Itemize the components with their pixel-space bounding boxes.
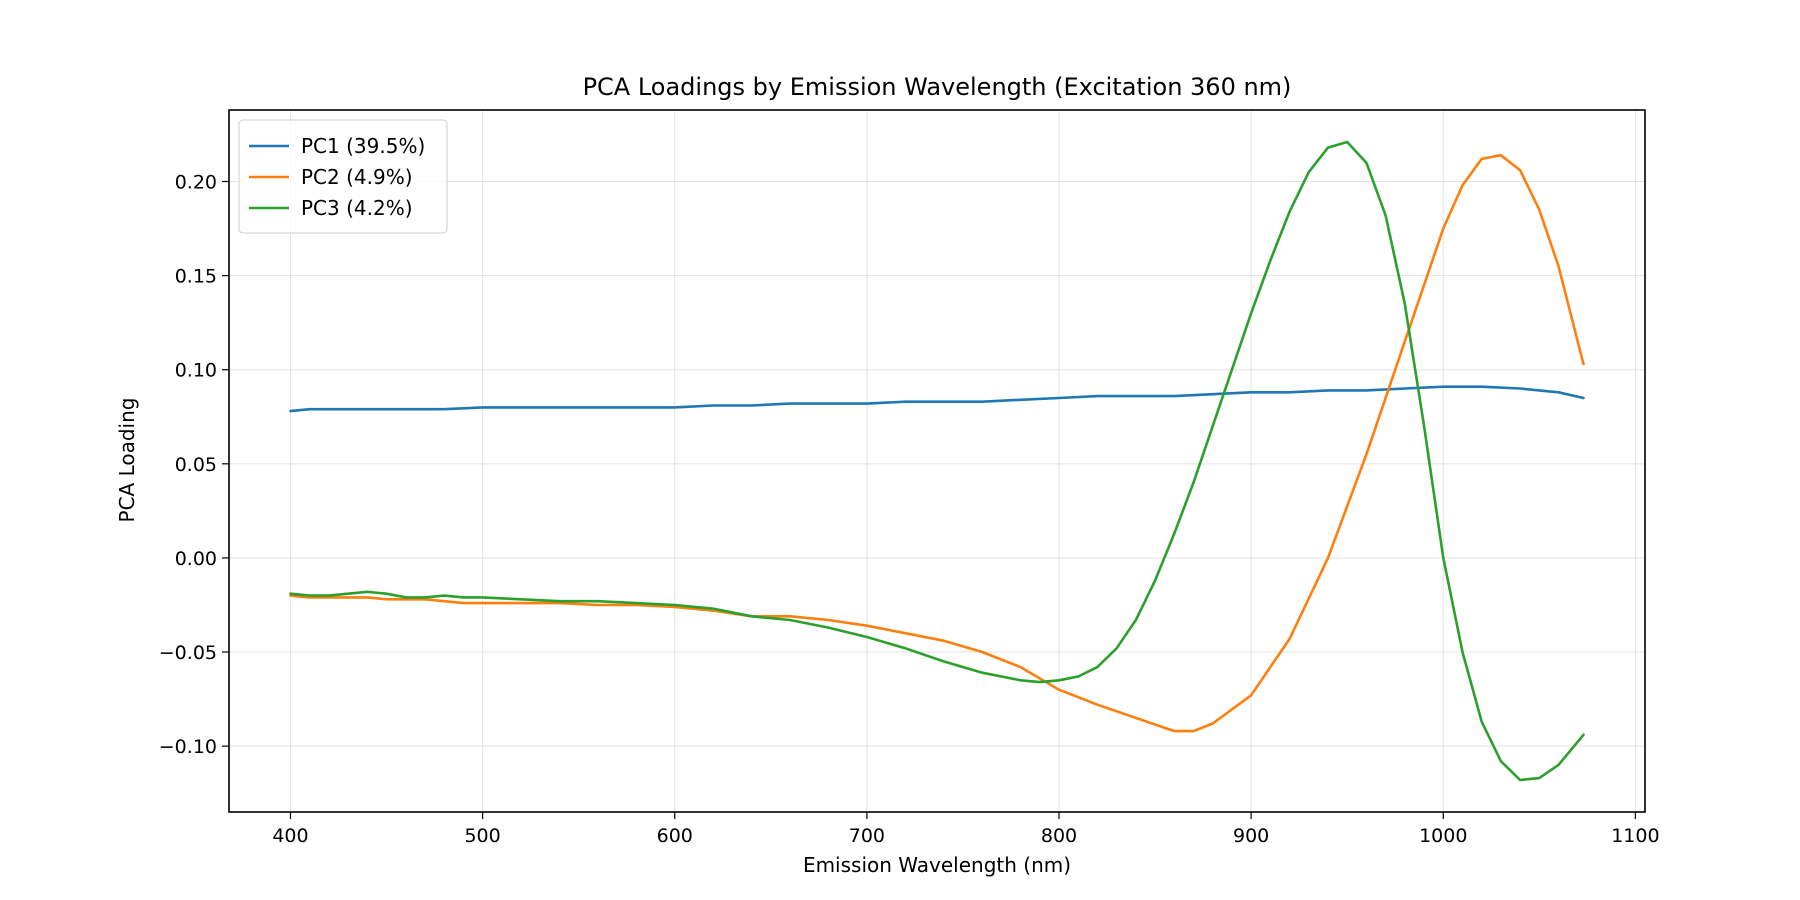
y-tick-label: 0.00 (175, 548, 217, 570)
legend-box (238, 119, 448, 234)
legend: PC1 (39.5%) PC2 (4.9%) PC3 (4.2%) (238, 119, 448, 234)
y-tick-label: −0.10 (159, 736, 217, 758)
y-tick-label: 0.20 (175, 172, 217, 194)
y-axis-label: PCA Loading (115, 398, 139, 523)
y-tick-label: 0.10 (175, 360, 217, 382)
legend-label-pc1: PC1 (39.5%) (301, 134, 425, 158)
series-line-pc1 (289, 385, 1585, 413)
legend-label-pc3: PC3 (4.2%) (301, 196, 413, 220)
y-tick-label: −0.05 (159, 642, 217, 664)
x-tick-label: 1100 (1611, 825, 1659, 847)
series-lines (289, 140, 1585, 782)
series-line-pc2 (289, 153, 1585, 733)
x-axis-ticks: 400 500 600 700 800 900 1000 1100 (272, 812, 1660, 847)
x-tick-label: 500 (464, 825, 500, 847)
x-tick-label: 800 (1041, 825, 1077, 847)
x-tick-label: 700 (849, 825, 885, 847)
plot-area-frame (228, 109, 1646, 813)
chart-title: PCA Loadings by Emission Wavelength (Exc… (583, 73, 1292, 101)
x-axis-label: Emission Wavelength (nm) (803, 853, 1071, 877)
x-tick-label: 900 (1233, 825, 1269, 847)
y-axis-ticks: −0.10 −0.05 0.00 0.05 0.10 0.15 0.20 (159, 172, 229, 758)
series-line-pc3 (289, 140, 1585, 782)
y-tick-label: 0.15 (175, 266, 217, 288)
x-tick-label: 1000 (1419, 825, 1467, 847)
x-tick-label: 400 (272, 825, 308, 847)
x-tick-label: 600 (657, 825, 693, 847)
y-tick-label: 0.05 (175, 454, 217, 476)
grid-lines (229, 110, 1645, 812)
legend-label-pc2: PC2 (4.9%) (301, 165, 413, 189)
